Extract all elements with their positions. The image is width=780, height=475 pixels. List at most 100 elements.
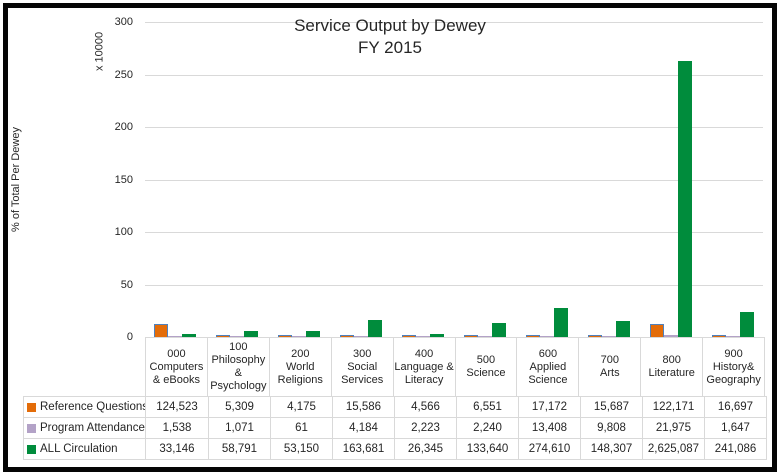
bar-reference-questions (712, 335, 726, 337)
legend-label: ALL Circulation (40, 443, 118, 455)
category-label: 400 Language & Literacy (392, 338, 455, 396)
y-tick-label: 300 (114, 16, 133, 28)
bar-reference-questions (154, 323, 168, 337)
bar-reference-questions (216, 335, 230, 337)
y-gridline (145, 127, 763, 128)
legend-swatch-reference-questions (27, 402, 36, 412)
table-value-cell: 122,171 (642, 397, 704, 417)
table-value-cell: 9,808 (580, 418, 642, 438)
category-label: 200 World Religions (268, 338, 331, 396)
bar-all-circulation (244, 330, 258, 337)
bar-reference-questions (340, 335, 354, 337)
category-label: 300 Social Services (330, 338, 393, 396)
table-value-cell: 1,538 (162, 422, 192, 434)
y-gridline (145, 74, 763, 76)
chart-title-block: Service Output by Dewey FY 2015 (0, 15, 780, 59)
bar-all-circulation (616, 321, 630, 337)
bar-all-circulation (306, 331, 320, 337)
bar-all-circulation (368, 319, 382, 337)
bar-all-circulation (182, 333, 196, 337)
bar-program-attendance (354, 336, 368, 337)
category-label: 600 Applied Science (516, 338, 578, 396)
table-value-cell: 124,523 (156, 401, 198, 413)
table-value-cell: 4,175 (270, 397, 332, 417)
category-label: 900 History& Geography (702, 338, 764, 396)
table-value-cell: 2,223 (394, 418, 456, 438)
chart-subtitle: FY 2015 (358, 38, 422, 57)
plot-area (145, 22, 765, 337)
table-value-cell: 53,150 (270, 439, 332, 459)
bar-all-circulation (678, 61, 692, 337)
table-value-cell: 4,566 (394, 397, 456, 417)
bar-program-attendance (540, 335, 554, 337)
legend-cell: ALL Circulation (24, 439, 146, 459)
bar-reference-questions (402, 335, 416, 337)
category-label: 500 Science (454, 338, 517, 396)
y-tick-label: 0 (126, 331, 133, 343)
bar-program-attendance (416, 336, 430, 337)
table-value-cell: 148,307 (580, 439, 642, 459)
bar-all-circulation (740, 311, 754, 337)
bar-program-attendance (602, 335, 616, 337)
table-value-cell: 2,625,087 (642, 439, 704, 459)
y-gridline (145, 232, 763, 233)
bar-reference-questions (278, 335, 292, 337)
bar-program-attendance (230, 336, 244, 337)
category-label: 800 Literature (640, 338, 702, 396)
y-tick-label: 150 (114, 173, 133, 186)
y-gridline (145, 179, 763, 181)
bar-all-circulation (430, 334, 444, 337)
legend-swatch-all-circulation (27, 444, 36, 454)
bar-program-attendance (168, 336, 182, 337)
table-value-cell: 61 (270, 418, 332, 438)
chart-title: Service Output by Dewey (294, 16, 486, 35)
y-tick-label: 200 (114, 121, 133, 133)
legend-label: Reference Questions (40, 401, 146, 413)
y-tick-label: 250 (114, 68, 133, 81)
data-table: Reference Questions 124,523 5,309 4,175 15,5… (23, 396, 767, 460)
table-value-cell: 274,610 (518, 439, 580, 459)
y-gridline (145, 22, 763, 23)
table-value-cell: 33,146 (159, 443, 195, 455)
table-value-cell: 241,086 (704, 439, 766, 459)
table-value-cell: 1,071 (208, 418, 270, 438)
legend-cell: Program Attendance (24, 418, 146, 438)
table-value-cell: 17,172 (518, 397, 580, 417)
table-row: Program Attendance 1,538 1,071 61 4,184 2,223… (24, 417, 766, 438)
bar-reference-questions (588, 335, 602, 337)
y-axis-tick-labels: 0 50 100 150 200 250 300 (0, 16, 133, 343)
table-value-cell: 5,309 (208, 397, 270, 417)
category-label: 700 Arts (578, 338, 640, 396)
bar-reference-questions (526, 335, 540, 337)
table-value-cell: 21,975 (642, 418, 704, 438)
table-row: ALL Circulation 33,146 58,791 53,150 163,681… (24, 438, 766, 459)
legend-swatch-program-attendance (27, 423, 36, 433)
y-tick-label: 50 (120, 278, 133, 291)
bar-program-attendance (292, 336, 306, 337)
table-value-cell: 15,586 (332, 397, 394, 417)
bar-all-circulation (554, 308, 568, 337)
legend-label: Program Attendance (40, 422, 145, 434)
table-value-cell: 58,791 (208, 439, 270, 459)
bar-reference-questions (464, 335, 478, 337)
category-label: 000 Computers & eBooks (145, 338, 207, 396)
table-value-cell: 16,697 (704, 397, 766, 417)
bar-all-circulation (492, 322, 506, 337)
table-row: Reference Questions 124,523 5,309 4,175 15,5… (24, 397, 766, 417)
legend-cell: Reference Questions (24, 397, 146, 417)
table-value-cell: 26,345 (394, 439, 456, 459)
x-axis-category-labels: 000 Computers & eBooks 100 Philosophy & P… (145, 337, 765, 396)
table-value-cell: 133,640 (456, 439, 518, 459)
table-value-cell: 1,647 (704, 418, 766, 438)
bar-program-attendance (664, 334, 678, 337)
y-gridline (145, 284, 763, 286)
table-value-cell: 6,551 (456, 397, 518, 417)
bar-reference-questions (650, 324, 664, 337)
category-label: 100 Philosophy & Psychology (206, 338, 269, 396)
table-value-cell: 4,184 (332, 418, 394, 438)
bar-program-attendance (478, 336, 492, 337)
table-value-cell: 2,240 (456, 418, 518, 438)
bar-program-attendance (726, 336, 740, 337)
table-value-cell: 15,687 (580, 397, 642, 417)
